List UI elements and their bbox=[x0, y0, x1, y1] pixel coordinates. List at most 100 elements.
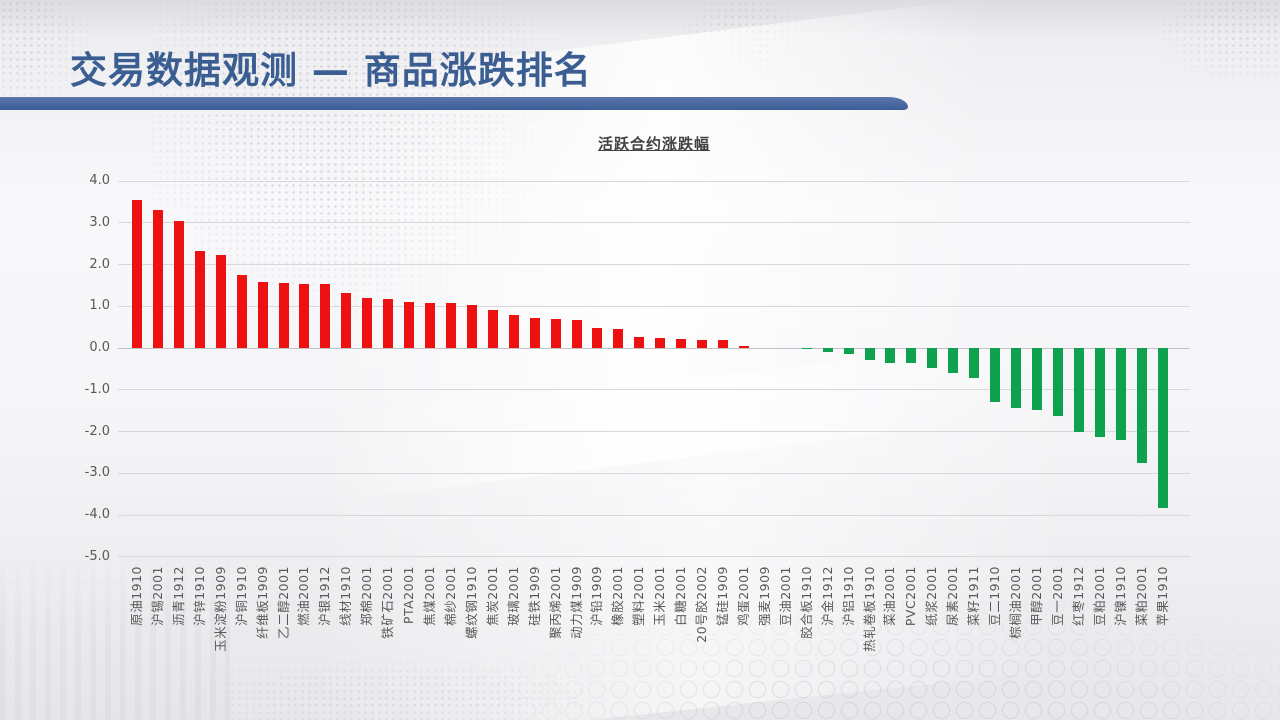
x-tick-label: 沪镍1910 bbox=[1112, 566, 1128, 626]
bar bbox=[508, 315, 519, 348]
bar bbox=[927, 348, 938, 369]
x-tick-label: 郑棉2001 bbox=[359, 566, 375, 626]
x-tick-label: 沪金1912 bbox=[819, 566, 835, 626]
bar bbox=[550, 318, 561, 348]
dots-pattern bbox=[180, 660, 600, 720]
bar bbox=[613, 328, 624, 348]
bar bbox=[194, 251, 205, 348]
x-tick-label: 沪银1912 bbox=[317, 566, 333, 626]
x-tick-label: 豆油2001 bbox=[777, 566, 793, 626]
x-tick-label: 玉米2001 bbox=[652, 566, 668, 626]
x-tick-label: 沪铅1909 bbox=[589, 566, 605, 626]
bar bbox=[1157, 348, 1168, 509]
y-tick-label: 2.0 bbox=[89, 256, 110, 272]
bar bbox=[466, 304, 477, 348]
x-tick-label: 动力煤1909 bbox=[568, 566, 584, 639]
gridline bbox=[118, 305, 1190, 307]
x-tick-label: 聚丙烯2001 bbox=[547, 566, 563, 639]
bar bbox=[404, 302, 415, 348]
bar bbox=[906, 348, 917, 364]
bar bbox=[801, 348, 812, 349]
x-tick-label: 红枣1912 bbox=[1070, 566, 1086, 626]
honeycomb-pattern bbox=[470, 595, 1280, 720]
bar bbox=[487, 310, 498, 348]
x-tick-label: 苹果1910 bbox=[1154, 566, 1170, 626]
bar bbox=[655, 337, 666, 348]
x-tick-label: 原油1910 bbox=[129, 566, 144, 626]
x-tick-label: 塑料2001 bbox=[631, 566, 647, 626]
x-tick-label: 乙二醇2001 bbox=[275, 566, 291, 639]
y-tick-label: 1.0 bbox=[89, 298, 110, 314]
bar bbox=[299, 283, 310, 348]
y-tick-label: -4.0 bbox=[84, 507, 110, 522]
faint-skyline-texture bbox=[0, 545, 230, 720]
x-tick-label: 鸡蛋2001 bbox=[735, 566, 751, 626]
x-tick-label: 菜油2001 bbox=[882, 566, 898, 626]
bar bbox=[236, 275, 247, 348]
x-tick-label: 玉米淀粉1909 bbox=[212, 566, 228, 652]
y-tick-label: -3.0 bbox=[84, 465, 110, 481]
x-tick-label: 尿素2001 bbox=[945, 566, 961, 626]
bar bbox=[697, 339, 708, 348]
bar bbox=[215, 255, 226, 348]
bar bbox=[132, 199, 142, 348]
x-tick-label: 沪锡2001 bbox=[149, 566, 165, 626]
bar bbox=[843, 348, 854, 354]
gridline bbox=[118, 264, 1190, 265]
gridline bbox=[118, 556, 1190, 558]
x-tick-label: 菜粕2001 bbox=[1133, 566, 1149, 626]
y-tick-label: -2.0 bbox=[84, 423, 110, 439]
gridline bbox=[118, 389, 1190, 391]
bar bbox=[822, 348, 833, 352]
bar bbox=[278, 282, 289, 348]
gridline bbox=[118, 514, 1190, 516]
x-tick-label: PTA2001 bbox=[401, 566, 417, 625]
y-tick-label: 3.0 bbox=[89, 214, 110, 230]
y-tick-label: 4.0 bbox=[89, 173, 110, 188]
x-tick-label: 胶合板1910 bbox=[798, 566, 814, 639]
x-tick-label: 沪锌1910 bbox=[191, 566, 207, 626]
x-tick-label: 沪铝1910 bbox=[840, 566, 856, 626]
x-tick-label: 20号胶2002 bbox=[694, 566, 710, 643]
x-tick-label: 硅铁1909 bbox=[526, 566, 542, 626]
x-tick-label: 热轧卷板1910 bbox=[861, 566, 877, 652]
bar bbox=[341, 292, 352, 348]
bar bbox=[864, 348, 875, 361]
y-tick-label: -1.0 bbox=[84, 381, 110, 397]
bar bbox=[1031, 348, 1042, 410]
x-tick-label: 燃油2001 bbox=[296, 566, 312, 626]
y-tick-label: 0.0 bbox=[89, 340, 110, 355]
x-tick-label: 锰硅1909 bbox=[715, 566, 731, 626]
gridline bbox=[118, 222, 1190, 224]
x-tick-label: 甲醇2001 bbox=[1028, 566, 1044, 626]
bar bbox=[676, 338, 687, 348]
x-tick-label: 棕榈油2001 bbox=[1008, 566, 1024, 639]
x-tick-label: 焦煤2001 bbox=[422, 566, 438, 626]
bar bbox=[257, 282, 268, 348]
bar bbox=[885, 348, 896, 363]
x-tick-label: 豆二1910 bbox=[987, 566, 1003, 626]
x-tick-label: 沥青1912 bbox=[170, 566, 186, 626]
gridline bbox=[118, 472, 1190, 474]
x-tick-label: 强麦1909 bbox=[756, 566, 772, 626]
x-tick-label: 玻璃2001 bbox=[505, 566, 521, 626]
bar bbox=[445, 303, 456, 348]
page-title: 交易数据观测 — 商品涨跌排名 bbox=[70, 49, 592, 92]
bar bbox=[529, 318, 540, 348]
x-tick-label: 菜籽1911 bbox=[966, 566, 982, 626]
x-tick-label: 豆一2001 bbox=[1049, 566, 1065, 626]
bar bbox=[152, 210, 163, 348]
y-tick-label: -5.0 bbox=[84, 548, 110, 564]
x-tick-label: 线材1910 bbox=[338, 566, 354, 626]
x-tick-label: PVC2001 bbox=[903, 566, 919, 627]
bar bbox=[948, 348, 959, 373]
gridline bbox=[118, 431, 1190, 432]
bar bbox=[592, 327, 603, 348]
bar bbox=[969, 348, 980, 379]
x-tick-label: 纤维板1909 bbox=[254, 566, 270, 639]
chart-title-text: 活跃合约涨跌幅 bbox=[597, 135, 710, 153]
bar bbox=[990, 348, 1001, 402]
bar bbox=[383, 299, 394, 348]
bar bbox=[1052, 348, 1063, 417]
